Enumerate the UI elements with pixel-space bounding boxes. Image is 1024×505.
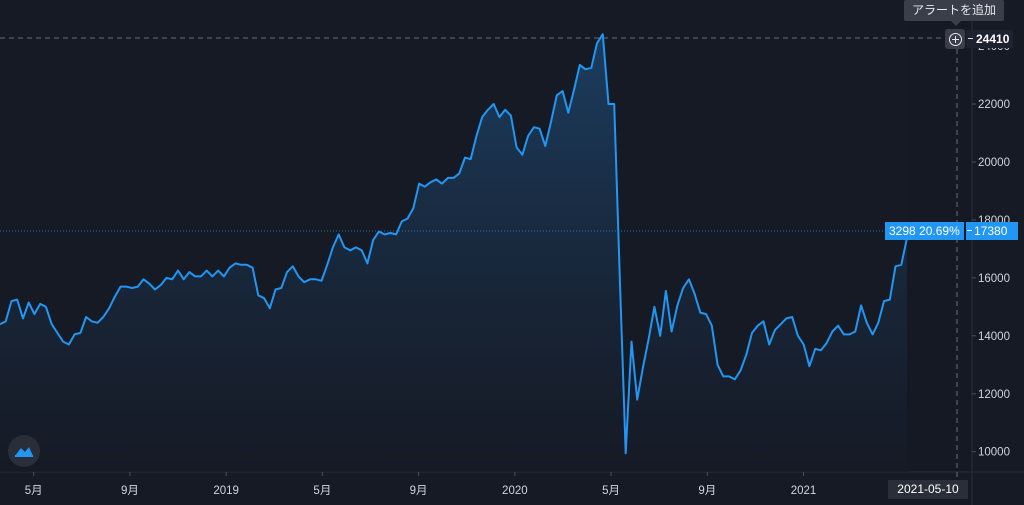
series-area-fill — [0, 34, 907, 472]
y-tick-label: 14000 — [978, 331, 1010, 343]
x-tick-label: 2020 — [502, 485, 528, 497]
change-label: 3298 20.69% — [885, 222, 964, 240]
add-alert-tooltip: アラートを追加 — [904, 0, 1005, 21]
tooltip-arrow — [951, 21, 961, 26]
x-tick-label: 2019 — [213, 485, 239, 497]
series-line — [0, 33, 908, 455]
x-tick-label: 5月 — [602, 485, 620, 497]
x-tick-label: 9月 — [121, 485, 139, 497]
change-points: 3298 — [889, 224, 916, 238]
y-tick-label: 22000 — [978, 99, 1010, 111]
x-tick-label: 9月 — [410, 485, 428, 497]
x-tick-label: 5月 — [313, 485, 331, 497]
x-tick-label: 2021 — [791, 485, 817, 497]
x-tick-label: 5月 — [25, 485, 43, 497]
add-alert-button[interactable] — [945, 29, 965, 49]
y-tick-label: 16000 — [978, 273, 1010, 285]
crosshair-date-label: 2021-05-10 — [888, 480, 968, 499]
y-tick-label: 10000 — [978, 447, 1010, 459]
tradingview-logo-icon[interactable] — [8, 435, 40, 467]
x-tick-label: 9月 — [698, 485, 716, 497]
last-price-label: 17380 — [966, 222, 1018, 240]
crosshair-price-label: 24410 — [966, 30, 1014, 48]
plus-circle-icon — [948, 32, 962, 46]
y-tick-label: 12000 — [978, 389, 1010, 401]
y-tick-label: 20000 — [978, 157, 1010, 169]
change-percent: 20.69% — [919, 224, 960, 238]
